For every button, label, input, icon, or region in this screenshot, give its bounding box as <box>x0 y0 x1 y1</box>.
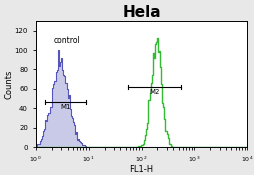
Text: M2: M2 <box>149 89 159 95</box>
Y-axis label: Counts: Counts <box>4 69 13 99</box>
Text: M1: M1 <box>60 104 71 110</box>
X-axis label: FL1-H: FL1-H <box>129 165 153 174</box>
Title: Hela: Hela <box>122 5 160 20</box>
Text: control: control <box>54 36 80 45</box>
